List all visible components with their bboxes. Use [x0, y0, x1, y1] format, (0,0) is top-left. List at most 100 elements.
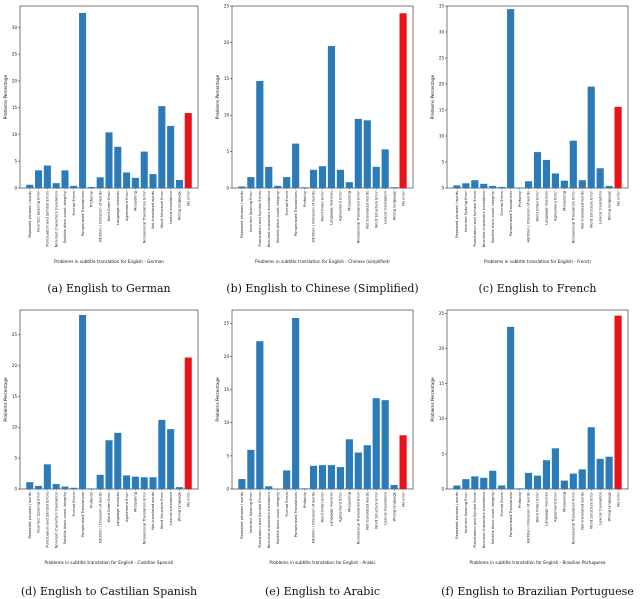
highlight-bar: [614, 315, 622, 489]
x-category-label: Format Errors: [500, 191, 504, 216]
bar: [238, 479, 246, 489]
panel-caption: (d) English to Castilian Spanish: [21, 585, 197, 598]
bar: [354, 118, 362, 188]
bar: [35, 485, 43, 489]
bar: [516, 488, 524, 489]
bar: [489, 185, 497, 188]
bar: [79, 12, 87, 189]
y-tick-label: 20: [224, 40, 230, 45]
x-category-label: Profanity: [90, 491, 94, 508]
bar: [345, 439, 353, 489]
x-category-label: Punctuation and Symbol Errors: [473, 492, 477, 548]
x-category-label: Addition / Omission of words: [98, 492, 102, 543]
bar: [96, 474, 104, 489]
x-category-label: Language nuances: [116, 191, 120, 225]
x-category-label: Lexical translation: [383, 191, 387, 224]
x-category-label: Word Structure Error: [374, 491, 378, 529]
bar: [301, 187, 309, 188]
x-category-label: Profanity: [303, 491, 307, 508]
x-category-label: Word Structure Error: [589, 491, 593, 529]
bar: [131, 476, 139, 489]
x-category-label: Incorrect Spacing Error: [249, 491, 253, 533]
bar: [507, 9, 515, 189]
x-category-label: Wrong language: [392, 190, 396, 220]
x-category-label: Paraphrased Translations: [81, 492, 85, 537]
x-category-label: Agreement Error: [339, 491, 343, 521]
x-category-label: Not-translated words: [580, 492, 584, 530]
bar: [524, 472, 533, 489]
panel-caption: (c) English to French: [479, 282, 597, 295]
bar: [256, 80, 264, 188]
bar: [372, 166, 380, 188]
y-tick-label: 15: [224, 387, 230, 392]
bar: [363, 120, 371, 188]
panel-castilian-spanish: 0 5 10 15 20 25 Problems Percentage Repeated ph…: [3, 309, 199, 598]
bar: [507, 326, 515, 489]
bar: [318, 166, 327, 188]
bar: [381, 149, 389, 188]
x-category-label: Punctuation and Symbol Errors: [258, 492, 262, 548]
bar: [498, 186, 506, 188]
y-tick-label: 25: [224, 3, 230, 8]
x-category-label: Addition / Omission of words: [527, 191, 531, 242]
bar: [292, 143, 300, 188]
x-axis-label: Problems in subtitle translation for Eng…: [469, 560, 605, 565]
y-tick-label: 15: [439, 381, 445, 386]
x-category-label: Misspelling: [348, 492, 352, 512]
x-category-label: Format Errors: [285, 492, 289, 517]
y-axis-label: Problems Percentage: [215, 377, 220, 422]
y-tick-label: 15: [12, 105, 18, 110]
bar: [524, 181, 533, 188]
bar: [70, 185, 78, 188]
bar: [61, 486, 69, 489]
y-tick-label: 0: [441, 185, 444, 190]
x-category-label: Agreement Error: [554, 190, 558, 220]
bar: [489, 470, 497, 489]
x-category-label: Not-translated words: [365, 492, 369, 530]
bar: [336, 169, 344, 188]
y-tick-label: 20: [12, 78, 18, 83]
y-tick-label: 20: [439, 81, 445, 86]
x-category-label: No error: [186, 491, 190, 506]
bar: [96, 177, 104, 188]
x-category-label: Non-text characters translation: [267, 191, 271, 247]
bar: [26, 184, 34, 188]
bar: [256, 341, 264, 489]
x-category-label: Incorrect Spacing Error: [37, 190, 41, 232]
x-axis-label: Problems in subtitle translation for Eng…: [269, 560, 376, 565]
y-tick-label: 25: [439, 311, 445, 316]
x-axis-label: Problems in subtitle translation for Eng…: [484, 259, 591, 264]
x-category-label: Language nuances: [545, 492, 549, 526]
bar: [453, 185, 461, 188]
panel-arabic: 0 5 10 15 20 25 Problems Percentage Repeated ph…: [215, 309, 414, 598]
y-tick-label: 15: [12, 394, 18, 399]
bar: [480, 477, 488, 489]
x-category-label: Addition / Omission of words: [312, 191, 316, 242]
bar: [605, 456, 613, 489]
x-category-label: Word Order Error: [321, 491, 325, 522]
bar: [301, 488, 309, 489]
x-category-label: Paraphrased Translations: [81, 191, 85, 236]
x-category-label: Word Structure Error: [160, 491, 164, 529]
bar: [480, 183, 488, 188]
x-category-label: No error: [616, 491, 620, 506]
bar: [551, 173, 559, 188]
x-category-label: Language nuances: [330, 191, 334, 225]
bar: [140, 477, 148, 489]
x-category-label: Wrong language: [178, 491, 182, 521]
bar: [283, 177, 291, 188]
x-category-label: Repeated phrases / words: [455, 492, 459, 539]
bar: [578, 469, 586, 489]
x-category-label: Word Order Error: [536, 190, 540, 221]
y-tick-label: 10: [224, 113, 230, 118]
x-category-label: Nonsensical Translation Error: [357, 190, 361, 243]
x-category-label: Word Order Error: [321, 190, 325, 221]
y-axis-label: Problems Percentage: [215, 74, 220, 119]
bar: [175, 179, 183, 188]
x-category-label: Non-text characters translation: [482, 492, 486, 548]
bar: [327, 46, 336, 188]
bar: [453, 485, 461, 489]
bar: [569, 140, 577, 188]
y-tick-label: 10: [439, 416, 445, 421]
